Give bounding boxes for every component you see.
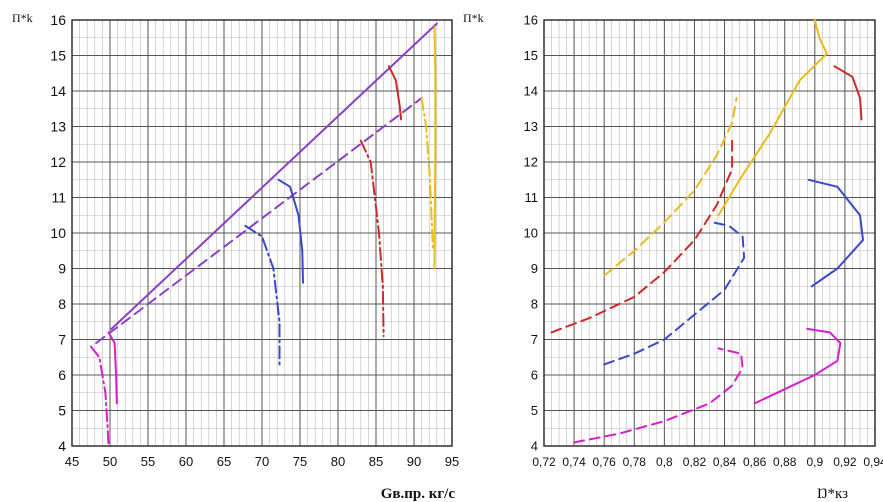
x-tick-label: 45: [65, 454, 79, 469]
x-tick-label: 0,74: [562, 455, 586, 469]
y-tick-label: 5: [531, 403, 538, 418]
y-tick-label: 8: [58, 296, 66, 312]
x-tick-label: 80: [331, 454, 345, 469]
series-line-2: [833, 65, 863, 121]
x-tick-label: 65: [217, 454, 231, 469]
y-tick-label: 16: [50, 12, 66, 28]
x-tick-label: 0,94: [863, 455, 883, 469]
y-tick-label: 4: [58, 438, 66, 454]
series-line-2: [433, 26, 437, 270]
right-chart-panel: 0,72 0,74 0,76 0,78 0,8 0,82 0,84 0,86 0,88 0,9 0,…: [463, 11, 883, 502]
series-line-0: [717, 19, 828, 217]
x-tick-label: 75: [293, 454, 307, 469]
x-tick-label: 0,72: [532, 455, 556, 469]
plot-frame: [71, 19, 453, 447]
plot-frame: [543, 19, 876, 447]
y-tick-label: 10: [50, 225, 66, 241]
y-tick-label: 6: [58, 367, 66, 383]
x-tick-label: 55: [141, 454, 155, 469]
x-tick-label: 0,88: [773, 455, 797, 469]
y-tick-label: 15: [524, 48, 538, 63]
x-tick-label: 0,84: [713, 455, 737, 469]
series-line-3: [550, 139, 734, 334]
series-line-0: [110, 22, 438, 330]
series-line-6: [277, 178, 304, 284]
series-line-3: [420, 97, 434, 252]
x-tick-label: 0,86: [743, 455, 767, 469]
y-tick-label: 5: [58, 402, 66, 418]
series-line-7: [573, 347, 744, 444]
x-tick-label: 70: [255, 454, 269, 469]
y-tick-label: 16: [524, 13, 538, 28]
series-line-5: [359, 139, 385, 337]
series-line-8: [107, 331, 118, 405]
x-tick-label: 50: [103, 454, 117, 469]
series-line-1: [95, 97, 423, 344]
y-tick-label: 12: [524, 155, 538, 170]
x-tick-label: 85: [369, 454, 383, 469]
x-tick-label: 0,92: [833, 455, 857, 469]
x-tick-label: 0,9: [806, 455, 823, 469]
y-axis-label: П*k: [463, 11, 484, 25]
y-tick-label: 15: [50, 47, 66, 63]
x-tick-label: 0,82: [683, 455, 707, 469]
series-line-6: [753, 327, 842, 405]
x-axis-label: Ŋ*кз: [817, 486, 848, 502]
series-line-9: [90, 345, 110, 447]
x-tick-label: 0,76: [593, 455, 617, 469]
y-tick-label: 6: [531, 368, 538, 383]
x-tick-label: 60: [179, 454, 193, 469]
y-axis-label: П*k: [12, 11, 33, 25]
x-tick-label: 90: [407, 454, 421, 469]
y-tick-label: 4: [531, 439, 538, 454]
y-tick-label: 10: [524, 226, 538, 241]
x-tick-label: 95: [445, 454, 459, 469]
y-tick-label: 9: [58, 260, 66, 276]
y-tick-label: 9: [531, 261, 538, 276]
y-tick-label: 13: [524, 119, 538, 134]
x-tick-label: 0,78: [623, 455, 647, 469]
x-axis-label: Gв.пр. кг/с: [381, 486, 456, 502]
series-line-5: [603, 221, 746, 366]
series-line-4: [807, 178, 864, 288]
series-line-4: [387, 65, 403, 121]
x-tick-label: 0,8: [656, 455, 673, 469]
y-tick-label: 11: [51, 189, 66, 205]
y-tick-label: 11: [525, 190, 539, 205]
y-tick-label: 14: [50, 83, 66, 99]
y-tick-label: 12: [50, 154, 66, 170]
y-tick-label: 7: [531, 332, 538, 347]
y-tick-label: 14: [524, 84, 538, 99]
series-line-7: [244, 224, 281, 366]
left-chart-panel: 45 50 55 60 65 70 75 80 85 90 95456789101112131415…: [12, 11, 459, 502]
series-line-1: [603, 97, 738, 277]
y-tick-label: 7: [58, 331, 66, 347]
y-tick-label: 13: [50, 118, 66, 134]
y-tick-label: 8: [531, 297, 538, 312]
